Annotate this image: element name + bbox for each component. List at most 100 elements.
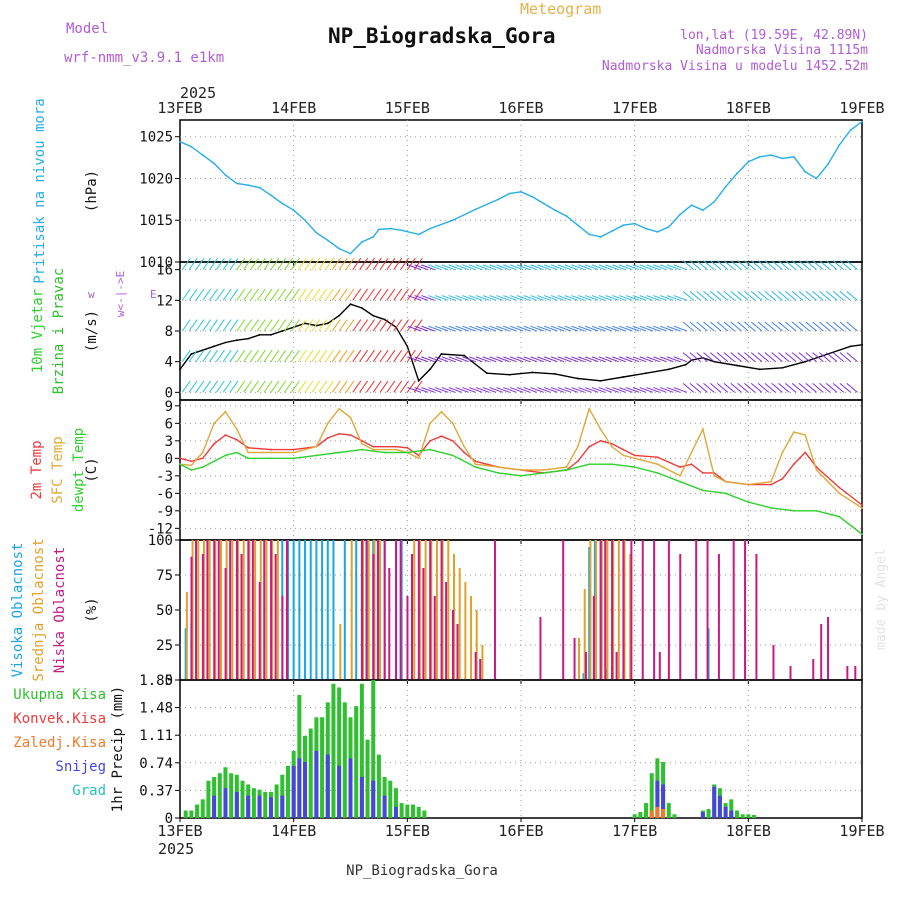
data-point: [690, 463, 693, 466]
wind-arrow: [270, 380, 280, 393]
data-point: [292, 451, 295, 454]
wind-arrow: [812, 260, 824, 271]
bar-cloud: [367, 540, 370, 680]
bar-cloud: [237, 540, 240, 680]
wind-arrow: [393, 349, 403, 362]
wind-arrow: [825, 290, 838, 301]
wind-arrow: [832, 260, 845, 271]
bar-cloud: [219, 540, 222, 680]
y-tick-label: 1025: [139, 130, 173, 146]
data-point: [611, 442, 613, 445]
data-point: [838, 486, 841, 489]
precip-legend-label: Zaledj.Kisa: [13, 735, 106, 751]
data-point: [542, 202, 545, 205]
wind-arrow: [325, 380, 334, 393]
wind-arrow: [489, 264, 503, 271]
wind-arrow: [689, 290, 701, 301]
wind-arrow: [277, 319, 287, 332]
wind-arrow: [846, 352, 858, 363]
wind-arrow: [345, 288, 355, 301]
wind-arrow: [352, 319, 362, 332]
wind-arrow: [509, 325, 524, 332]
data-point: [679, 466, 682, 468]
bar-cloud: [362, 540, 365, 680]
wind-arrow: [379, 380, 389, 393]
data-point: [372, 314, 375, 317]
data-point: [838, 492, 841, 495]
data-point: [429, 368, 431, 371]
wind-arrow: [791, 260, 804, 271]
wind-arrow: [250, 380, 259, 393]
wind-arrow: [523, 295, 538, 301]
wind-arrow: [400, 380, 409, 393]
wind-arrow: [359, 288, 369, 301]
wind-arrow: [236, 257, 246, 270]
wind-arrow: [290, 319, 300, 332]
wind-arrow: [646, 356, 660, 363]
bar-precip: [376, 754, 381, 818]
wind-arrow: [564, 295, 579, 301]
wind-arrow: [372, 349, 382, 362]
wind-arrow: [509, 387, 524, 393]
bar-precip: [632, 814, 637, 818]
y-axis-label: (C): [84, 457, 100, 482]
y-tick-label: 0: [165, 451, 173, 467]
bar-cloud: [185, 591, 188, 680]
wind-arrow: [639, 387, 654, 393]
wind-arrow: [455, 356, 469, 363]
data-point: [622, 376, 625, 378]
panel-side-label: Brzina i Pravac: [51, 268, 67, 394]
data-point: [474, 466, 477, 468]
wind-arrow: [744, 321, 756, 332]
y-axis-label: (%): [84, 597, 100, 622]
wind-arrow: [284, 257, 294, 270]
wind-arrow: [503, 264, 517, 271]
panel-side-label: 2m Temp: [29, 440, 45, 499]
wind-arrow: [393, 319, 403, 332]
bar-precip: [297, 694, 302, 818]
precip-legend-label: Snijeg: [55, 759, 106, 775]
wind-arrow: [503, 356, 517, 363]
wind-arrow: [434, 356, 449, 363]
wind-arrow: [304, 319, 314, 332]
data-point: [815, 177, 818, 180]
panel-side-label: Visoka Oblacnost: [10, 543, 26, 678]
bar-cloud: [583, 589, 586, 680]
wind-arrow: [469, 295, 483, 301]
bar-cloud: [411, 554, 414, 680]
wind-arrow: [188, 380, 198, 393]
bar-cloud: [339, 624, 342, 680]
y-tick-label: -3: [156, 469, 173, 485]
data-point: [736, 364, 738, 367]
wind-arrow: [778, 352, 790, 363]
bar-precip: [212, 795, 217, 818]
wind-arrow: [290, 257, 300, 270]
wind-arrow: [428, 356, 442, 363]
bar-precip: [399, 803, 404, 818]
data-point: [326, 422, 329, 425]
wind-arrow: [673, 264, 688, 271]
wind-arrow: [250, 288, 259, 301]
wind-arrow: [696, 382, 708, 393]
data-point: [429, 448, 431, 451]
bar-precip: [200, 799, 205, 818]
wind-arrow: [455, 325, 469, 332]
y-tick-label: 4: [165, 355, 173, 371]
data-point: [463, 451, 466, 454]
wind-arrow: [578, 387, 592, 393]
data-point: [474, 208, 477, 211]
wind-arrow: [812, 290, 824, 301]
bar-cloud: [744, 540, 747, 680]
bar-cloud: [599, 540, 602, 680]
data-point: [758, 368, 761, 371]
wind-arrow: [406, 288, 416, 301]
bar-cloud: [247, 540, 250, 680]
data-point: [861, 533, 863, 536]
data-point: [486, 372, 488, 375]
watermark: made by Angel: [874, 548, 889, 650]
wind-arrow: [434, 387, 449, 393]
wind-arrow: [544, 325, 558, 332]
wind-arrow: [496, 264, 510, 271]
bar-precip: [297, 758, 302, 818]
bar-cloud: [417, 540, 420, 680]
